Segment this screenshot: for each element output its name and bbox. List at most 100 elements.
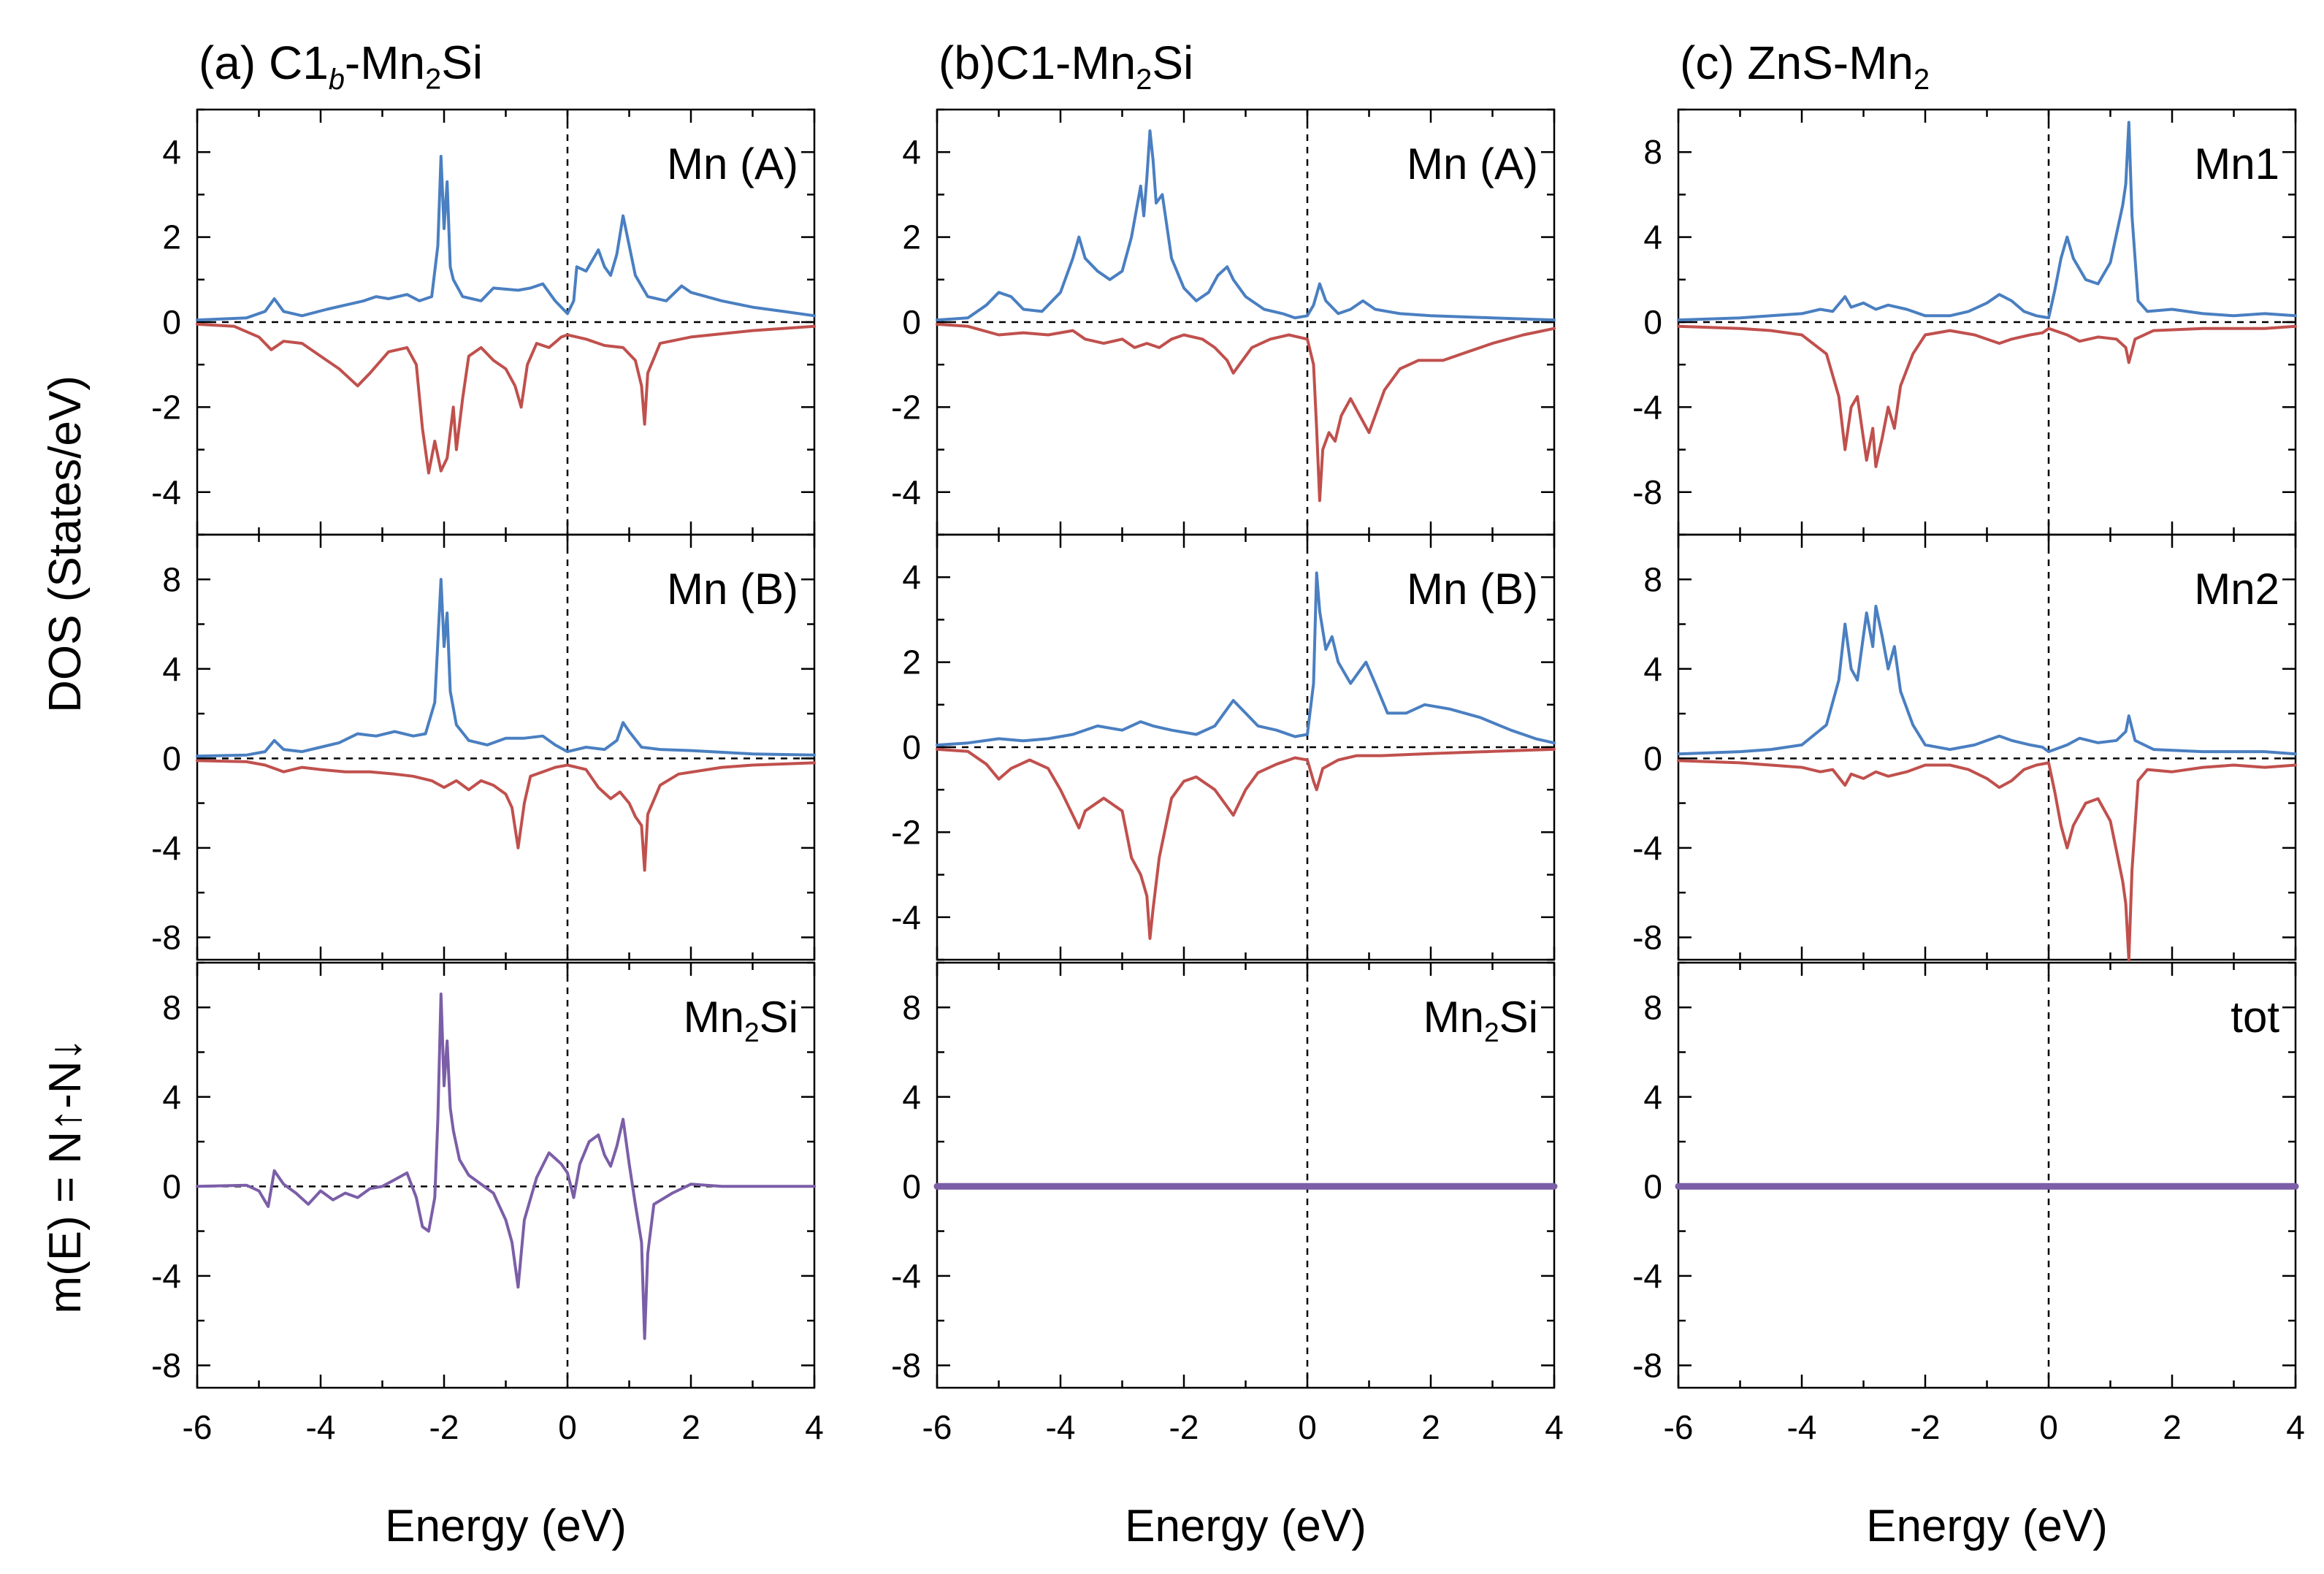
- y-tick-label: 0: [162, 1167, 181, 1205]
- y-tick-label: 4: [902, 1078, 921, 1116]
- panel-label-part: Mn2: [2194, 565, 2279, 614]
- panel-label-part: Mn (B): [667, 565, 798, 614]
- panel: -4 -2 0 2 4 Mn (A): [891, 108, 1556, 536]
- column-title-part: 2: [425, 64, 441, 96]
- column-title: (b)C1-Mn2Si: [939, 37, 1193, 96]
- series-spin-up-line: [196, 578, 816, 758]
- x-tick-label: -2: [429, 1408, 459, 1446]
- panel: -8 -4 0 4 8 Mn1: [1632, 108, 2297, 536]
- panel-label-part: Mn (A): [667, 140, 798, 188]
- panel-label-part: Mn: [1423, 993, 1484, 1042]
- x-tick-label: 0: [558, 1408, 577, 1446]
- x-tick-label: 0: [1298, 1408, 1317, 1446]
- y-tick-label: 4: [1643, 1078, 1662, 1116]
- column-title-part: 2: [1914, 64, 1930, 96]
- panel-label-part: Si: [760, 993, 798, 1042]
- x-tick-label: 2: [2163, 1408, 2182, 1446]
- y-tick-label: -2: [891, 813, 921, 851]
- column-title: (c) ZnS-Mn2: [1680, 37, 1930, 96]
- y-tick-label: -8: [151, 1346, 181, 1384]
- y-axis-label-moment: m(E) = N↑-N↓: [40, 1038, 91, 1313]
- x-tick-label: -4: [1787, 1408, 1817, 1446]
- y-axis-label-dos: DOS (States/eV): [40, 375, 91, 713]
- x-tick-label: -6: [922, 1408, 952, 1446]
- y-tick-label: 0: [902, 728, 921, 766]
- series-spin-up-line: [196, 155, 816, 322]
- panel: -8 -4 0 4 8 Mn (B): [151, 533, 816, 961]
- column-title-part: (b)C1-Mn: [939, 37, 1136, 89]
- panel-label: Mn (A): [667, 140, 798, 188]
- y-tick-label: 8: [1643, 988, 1662, 1026]
- y-tick-label: -4: [891, 1257, 921, 1295]
- y-tick-label: -2: [891, 388, 921, 426]
- series-m(E)-line: [196, 992, 816, 1340]
- x-tick-label: 4: [1545, 1408, 1564, 1446]
- column-title-part: 2: [1136, 64, 1152, 96]
- x-tick-label: 0: [2039, 1408, 2058, 1446]
- x-tick-label: -6: [1664, 1408, 1694, 1446]
- series-spin-down-line: [936, 322, 1556, 503]
- y-tick-label: 0: [902, 1167, 921, 1205]
- panel-label: Mn (A): [1407, 140, 1538, 188]
- y-tick-label: 4: [162, 1078, 181, 1116]
- x-tick-label: -2: [1911, 1408, 1941, 1446]
- series-spin-down-line: [196, 322, 816, 475]
- panel-label: Mn1: [2194, 140, 2279, 188]
- y-tick-label: 4: [162, 133, 181, 171]
- series-spin-down-line: [936, 747, 1556, 940]
- panel-label-part: Mn1: [2194, 140, 2279, 188]
- y-tick-label: -8: [1632, 1346, 1662, 1384]
- plot-frame: [1677, 961, 2297, 1389]
- y-tick-label: 4: [1643, 650, 1662, 688]
- x-tick-label: -4: [306, 1408, 336, 1446]
- column-title-part: Si: [1152, 37, 1193, 89]
- series-spin-up-line: [1677, 605, 2297, 756]
- column-title: (a) C1b-Mn2Si: [199, 37, 483, 96]
- panel: -8 -4 0 4 8 tot -6 -4 -2 0 2 4 Energy (eV): [1632, 961, 2305, 1551]
- x-tick-label: 4: [805, 1408, 824, 1446]
- series-spin-up-line: [936, 571, 1556, 747]
- y-tick-label: 4: [902, 133, 921, 171]
- y-tick-label: -8: [891, 1346, 921, 1384]
- column-title-part: -Mn: [345, 37, 425, 89]
- panel-label: Mn2Si: [684, 993, 798, 1047]
- panel: -8 -4 0 4 8 Mn2: [1632, 533, 2297, 961]
- y-tick-label: 0: [162, 739, 181, 777]
- x-tick-label: -6: [183, 1408, 213, 1446]
- panel-label: Mn2: [2194, 565, 2279, 614]
- series-spin-up-line: [936, 129, 1556, 322]
- panel: -4 -2 0 2 4 Mn (A): [151, 108, 816, 536]
- x-axis-label: Energy (eV): [385, 1501, 627, 1551]
- y-tick-label: -4: [891, 473, 921, 511]
- y-tick-label: 2: [902, 218, 921, 256]
- y-tick-label: 8: [162, 560, 181, 598]
- column-title-part: b: [329, 64, 345, 96]
- y-tick-label: -8: [1632, 918, 1662, 956]
- panel-label-part: Si: [1499, 993, 1538, 1042]
- y-tick-label: 8: [162, 988, 181, 1026]
- y-tick-label: 4: [162, 650, 181, 688]
- panel-label: Mn (B): [1407, 565, 1538, 614]
- x-tick-label: 2: [681, 1408, 700, 1446]
- series-spin-down-line: [1677, 324, 2297, 468]
- x-axis-label: Energy (eV): [1866, 1501, 2108, 1551]
- series-spin-up-line: [1677, 121, 2297, 322]
- x-tick-label: 2: [1421, 1408, 1440, 1446]
- panel: -8 -4 0 4 8 Mn2Si -6 -4 -2 0 2 4 Energy (eV): [151, 961, 824, 1551]
- y-tick-label: -8: [1632, 473, 1662, 511]
- panel-label: Mn2Si: [1423, 993, 1538, 1047]
- y-tick-label: 8: [1643, 133, 1662, 171]
- y-tick-label: 8: [1643, 560, 1662, 598]
- y-tick-label: -4: [1632, 829, 1662, 867]
- y-tick-label: -4: [151, 1257, 181, 1295]
- y-tick-label: 0: [162, 303, 181, 341]
- panel-label-part: 2: [744, 1017, 760, 1047]
- column-title-part: Si: [441, 37, 483, 89]
- series-spin-down-line: [196, 759, 816, 872]
- y-tick-label: -8: [151, 918, 181, 956]
- y-tick-label: 2: [902, 643, 921, 681]
- y-tick-label: 0: [1643, 1167, 1662, 1205]
- y-tick-label: -2: [151, 388, 181, 426]
